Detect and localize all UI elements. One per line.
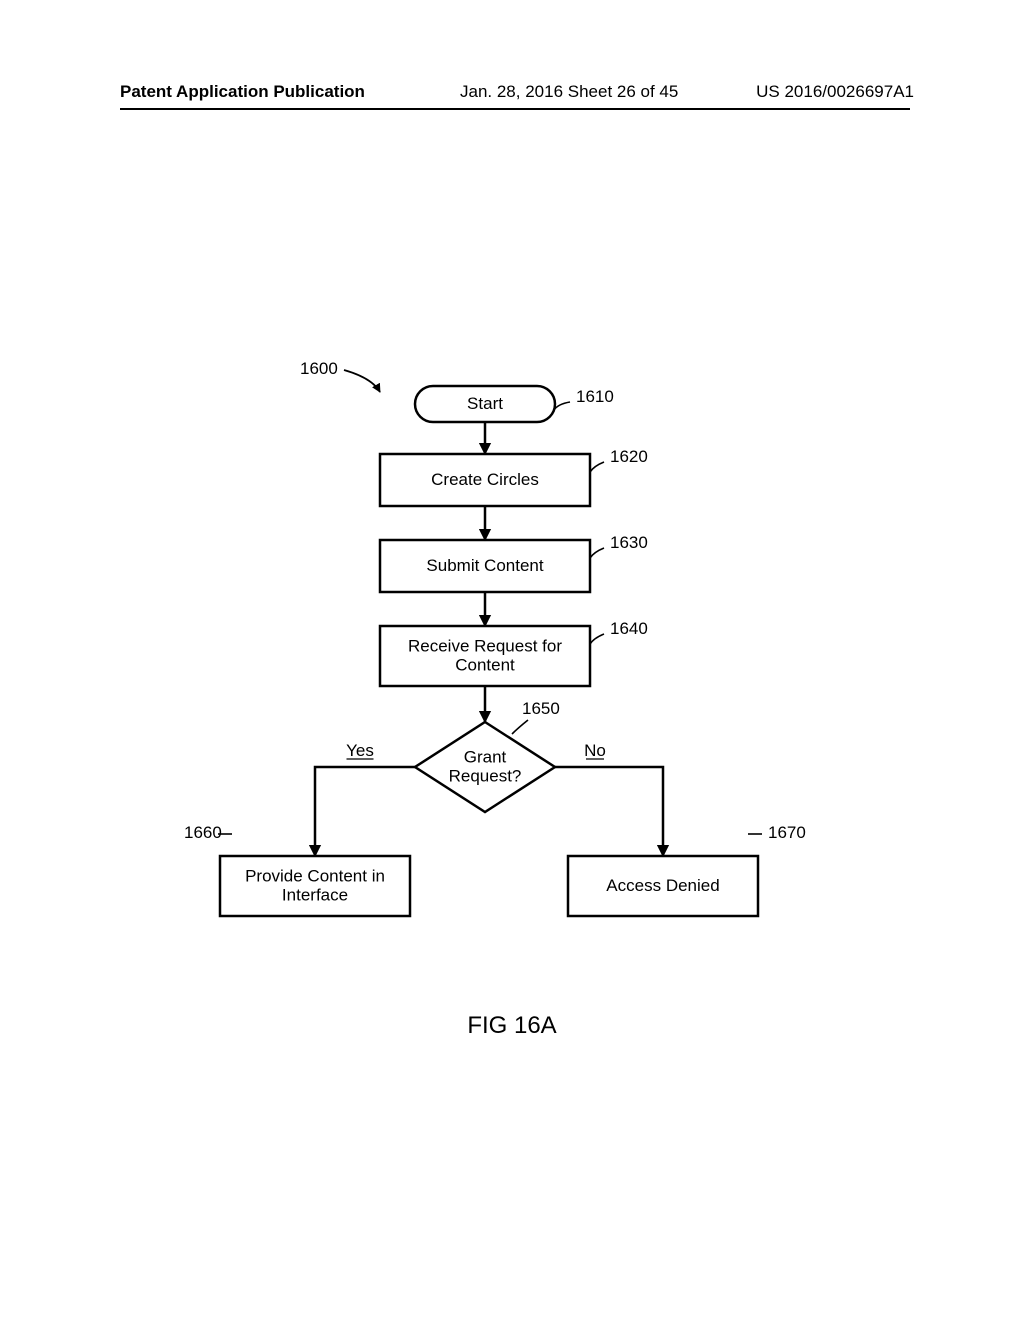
ref-label-1660: 1660 — [184, 823, 222, 842]
node-submit-label: Submit Content — [426, 556, 543, 575]
ref-label-1610: 1610 — [576, 387, 614, 406]
ref-label-1640: 1640 — [610, 619, 648, 638]
ref-leader-1630 — [590, 548, 604, 558]
node-circles-label: Create Circles — [431, 470, 539, 489]
ref-leader-1620 — [590, 462, 604, 472]
page: Patent Application Publication Jan. 28, … — [0, 0, 1024, 1320]
ref-leader-1650 — [512, 720, 528, 734]
node-receive-label: Receive Request for — [408, 636, 562, 655]
edge-label-no: No — [584, 741, 606, 760]
node-denied-label: Access Denied — [606, 876, 719, 895]
ref-label-1630: 1630 — [610, 533, 648, 552]
ref-label-1670: 1670 — [768, 823, 806, 842]
node-grant-label: Request? — [449, 766, 522, 785]
edge-grant-denied — [555, 767, 663, 856]
flowchart-figure: Start Create Circles Submit Content Receive… — [0, 0, 1024, 1320]
figure-caption: FIG 16A — [0, 1012, 1024, 1040]
node-start-label: Start — [467, 394, 503, 413]
node-provide-label: Interface — [282, 885, 348, 904]
node-grant-label: Grant — [464, 747, 507, 766]
ref-leader-1600 — [344, 370, 380, 392]
ref-label-1650: 1650 — [522, 699, 560, 718]
edge-label-yes: Yes — [346, 741, 374, 760]
node-provide-label: Provide Content in — [245, 866, 385, 885]
edge-grant-provide — [315, 767, 415, 856]
flowchart-svg: Start Create Circles Submit Content Receive… — [0, 0, 1024, 1320]
ref-leader-1640 — [590, 634, 604, 644]
node-receive-label: Content — [455, 655, 515, 674]
ref-label-1620: 1620 — [610, 447, 648, 466]
ref-leader-1610 — [554, 402, 570, 410]
ref-label-1600: 1600 — [300, 359, 338, 378]
